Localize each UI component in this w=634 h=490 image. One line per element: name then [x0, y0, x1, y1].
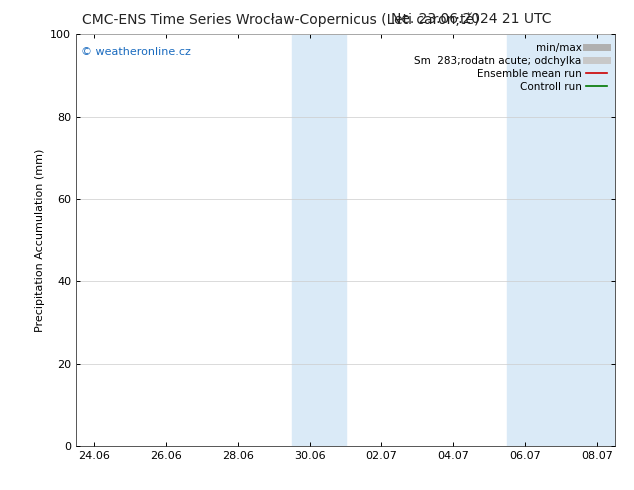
Text: Ne. 23.06.2024 21 UTC: Ne. 23.06.2024 21 UTC — [391, 12, 552, 26]
Bar — [292, 34, 346, 446]
Y-axis label: Precipitation Accumulation (mm): Precipitation Accumulation (mm) — [35, 148, 44, 332]
Legend: min/max, Sm  283;rodatn acute; odchylka, Ensemble mean run, Controll run: min/max, Sm 283;rodatn acute; odchylka, … — [411, 40, 610, 95]
Text: CMC-ENS Time Series Wrocław-Copernicus (Leti caron;tě): CMC-ENS Time Series Wrocław-Copernicus (… — [82, 12, 480, 27]
Bar — [507, 34, 615, 446]
Text: © weatheronline.cz: © weatheronline.cz — [81, 47, 191, 57]
